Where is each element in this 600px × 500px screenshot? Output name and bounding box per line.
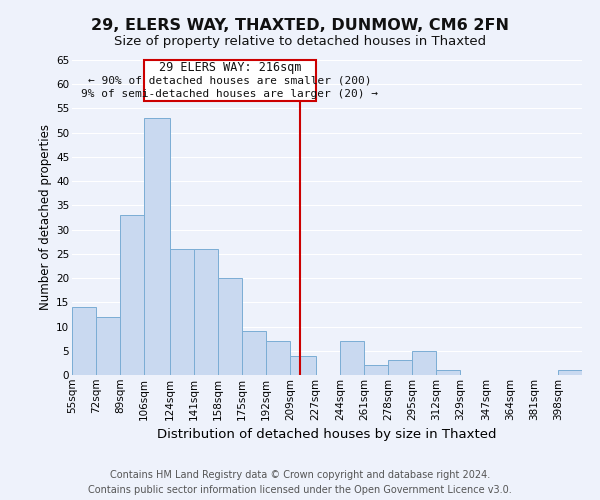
Y-axis label: Number of detached properties: Number of detached properties xyxy=(39,124,52,310)
Bar xyxy=(96,317,120,375)
FancyBboxPatch shape xyxy=(144,60,316,101)
Text: ← 90% of detached houses are smaller (200): ← 90% of detached houses are smaller (20… xyxy=(88,76,372,86)
X-axis label: Distribution of detached houses by size in Thaxted: Distribution of detached houses by size … xyxy=(157,428,497,441)
Bar xyxy=(558,370,582,375)
Bar xyxy=(72,307,96,375)
Bar xyxy=(388,360,412,375)
Bar xyxy=(290,356,316,375)
Bar xyxy=(144,118,170,375)
Text: Contains HM Land Registry data © Crown copyright and database right 2024.
Contai: Contains HM Land Registry data © Crown c… xyxy=(88,470,512,495)
Bar xyxy=(170,249,194,375)
Text: 29 ELERS WAY: 216sqm: 29 ELERS WAY: 216sqm xyxy=(159,61,301,74)
Bar xyxy=(266,341,290,375)
Bar xyxy=(340,341,364,375)
Bar xyxy=(218,278,242,375)
Text: 9% of semi-detached houses are larger (20) →: 9% of semi-detached houses are larger (2… xyxy=(82,89,379,99)
Bar xyxy=(412,351,436,375)
Bar xyxy=(194,249,218,375)
Text: Size of property relative to detached houses in Thaxted: Size of property relative to detached ho… xyxy=(114,35,486,48)
Bar xyxy=(364,366,388,375)
Text: 29, ELERS WAY, THAXTED, DUNMOW, CM6 2FN: 29, ELERS WAY, THAXTED, DUNMOW, CM6 2FN xyxy=(91,18,509,32)
Bar xyxy=(436,370,460,375)
Bar xyxy=(242,332,266,375)
Bar xyxy=(120,215,144,375)
